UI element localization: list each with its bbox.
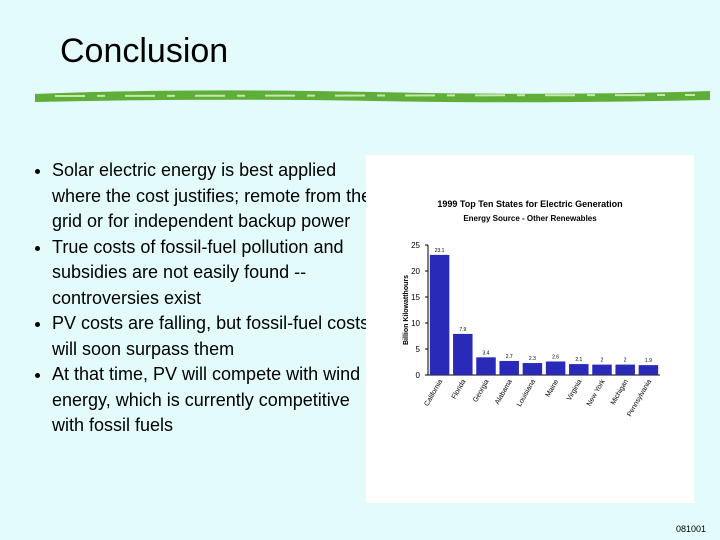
x-tick-label: Virginia: [566, 378, 584, 402]
x-tick-label: California: [423, 378, 444, 407]
bar: [476, 357, 496, 375]
chart-title: 1999 Top Ten States for Electric Generat…: [437, 199, 622, 209]
x-tick-label: New York: [586, 378, 607, 408]
y-tick-label: 5: [416, 345, 421, 354]
bar: [429, 254, 450, 375]
bar: [522, 363, 543, 375]
value-label: 2.6: [552, 354, 559, 360]
bar: [592, 364, 612, 375]
y-tick-label: 15: [411, 293, 420, 302]
x-tick-label: Michigan: [610, 378, 630, 406]
chart: 1999 Top Ten States for Electric Generat…: [366, 155, 694, 503]
x-tick-label: Alabama: [494, 378, 514, 406]
y-tick-label: 10: [411, 319, 420, 328]
y-tick-label: 25: [411, 241, 420, 250]
value-label: 2.7: [506, 354, 513, 360]
x-tick-label: Louisiana: [516, 378, 537, 408]
value-label: 2: [601, 358, 604, 364]
bar: [499, 360, 519, 375]
bar: [615, 364, 635, 375]
bullet: Solar electric energy is best applied wh…: [52, 158, 372, 235]
value-label: 23.1: [435, 248, 445, 254]
bullet: True costs of fossil-fuel pollution and …: [52, 235, 372, 312]
bullet: At that time, PV will compete with wind …: [52, 362, 372, 439]
x-tick-label: Pennsylvania: [626, 378, 653, 418]
bar: [453, 333, 473, 375]
x-tick-label: Florida: [451, 378, 468, 400]
bar: [545, 361, 566, 375]
x-tick-label: Georgia: [472, 378, 491, 403]
value-label: 2.3: [529, 356, 536, 362]
bullet-list: Solar electric energy is best applied wh…: [30, 158, 372, 439]
x-tick-label: Maine: [545, 378, 561, 398]
value-label: 2.1: [575, 357, 582, 363]
value-label: 3.4: [483, 350, 490, 356]
footer: 081001: [675, 524, 706, 534]
title-underline: [35, 90, 710, 103]
value-label: 7.9: [459, 327, 466, 333]
value-label: 2: [624, 358, 627, 364]
bar: [638, 365, 659, 375]
y-axis-label: Billion Kilowatthours: [403, 275, 410, 345]
value-label: 1.9: [645, 358, 652, 364]
y-tick-label: 0: [416, 371, 421, 380]
chart-subtitle: Energy Source - Other Renewables: [463, 214, 597, 223]
slide-title: Conclusion: [60, 32, 229, 70]
bar: [569, 364, 589, 375]
y-tick-label: 20: [411, 267, 420, 276]
bullet: PV costs are falling, but fossil-fuel co…: [52, 311, 372, 362]
